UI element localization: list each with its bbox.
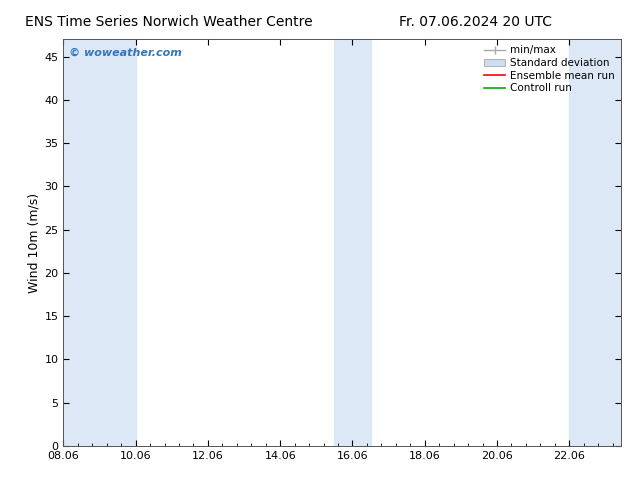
Bar <box>569 39 621 446</box>
Legend: min/max, Standard deviation, Ensemble mean run, Controll run: min/max, Standard deviation, Ensemble me… <box>480 41 619 98</box>
Bar <box>100 39 136 446</box>
Bar <box>63 39 100 446</box>
Text: © woweather.com: © woweather.com <box>69 48 182 57</box>
Bar <box>334 39 370 446</box>
Text: ENS Time Series Norwich Weather Centre: ENS Time Series Norwich Weather Centre <box>25 15 313 29</box>
Text: Fr. 07.06.2024 20 UTC: Fr. 07.06.2024 20 UTC <box>399 15 552 29</box>
Y-axis label: Wind 10m (m/s): Wind 10m (m/s) <box>27 193 40 293</box>
